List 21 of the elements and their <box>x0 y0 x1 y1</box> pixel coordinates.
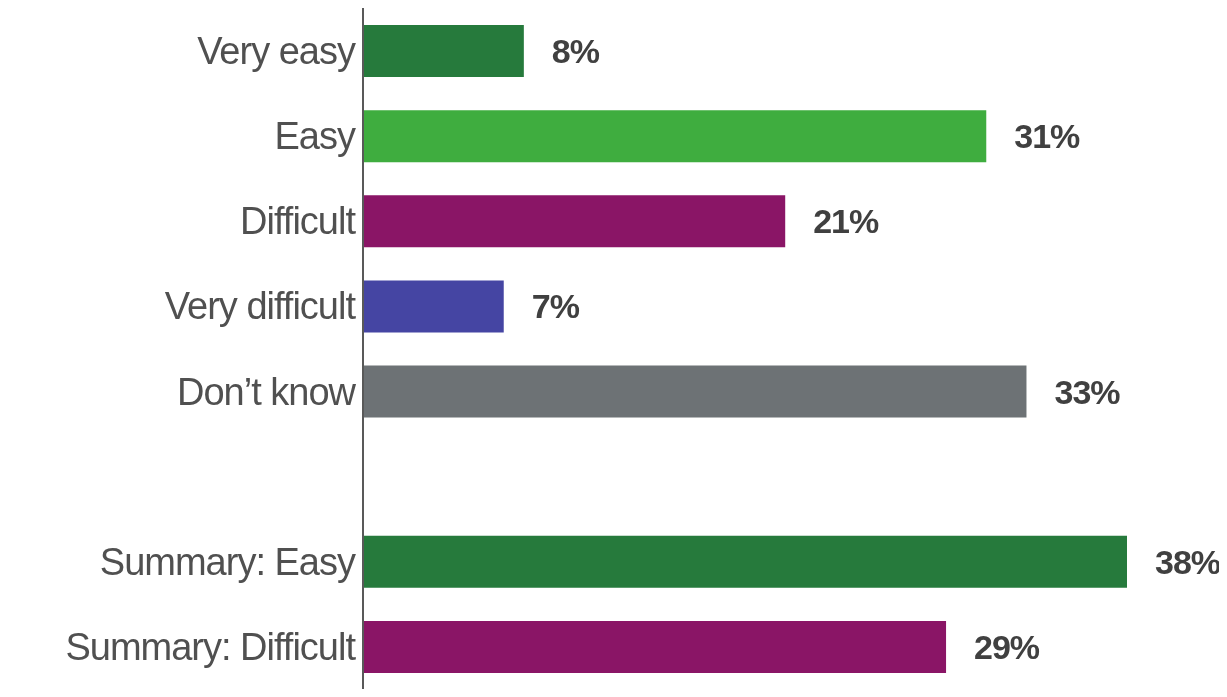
bar <box>363 280 504 333</box>
y-tick-label: Don’t know <box>177 370 357 413</box>
bar <box>363 365 1027 418</box>
bar <box>363 535 1127 588</box>
data-label: 7% <box>531 287 580 326</box>
bar <box>363 110 987 163</box>
y-tick-label: Summary: Difficult <box>65 625 357 668</box>
y-tick-label: Summary: Easy <box>99 540 356 583</box>
bar <box>363 195 786 248</box>
data-label: 33% <box>1054 372 1121 411</box>
data-label: 29% <box>974 627 1040 666</box>
bar <box>363 25 524 77</box>
data-label: 38% <box>1155 542 1221 581</box>
y-tick-label: Very difficult <box>164 285 357 328</box>
y-tick-label: Easy <box>274 115 356 158</box>
data-label: 21% <box>813 202 880 241</box>
y-tick-label: Difficult <box>240 200 357 243</box>
y-tick-label: Very easy <box>197 30 356 73</box>
data-label: 31% <box>1014 117 1081 156</box>
data-label: 8% <box>551 32 600 70</box>
bar <box>363 620 947 673</box>
